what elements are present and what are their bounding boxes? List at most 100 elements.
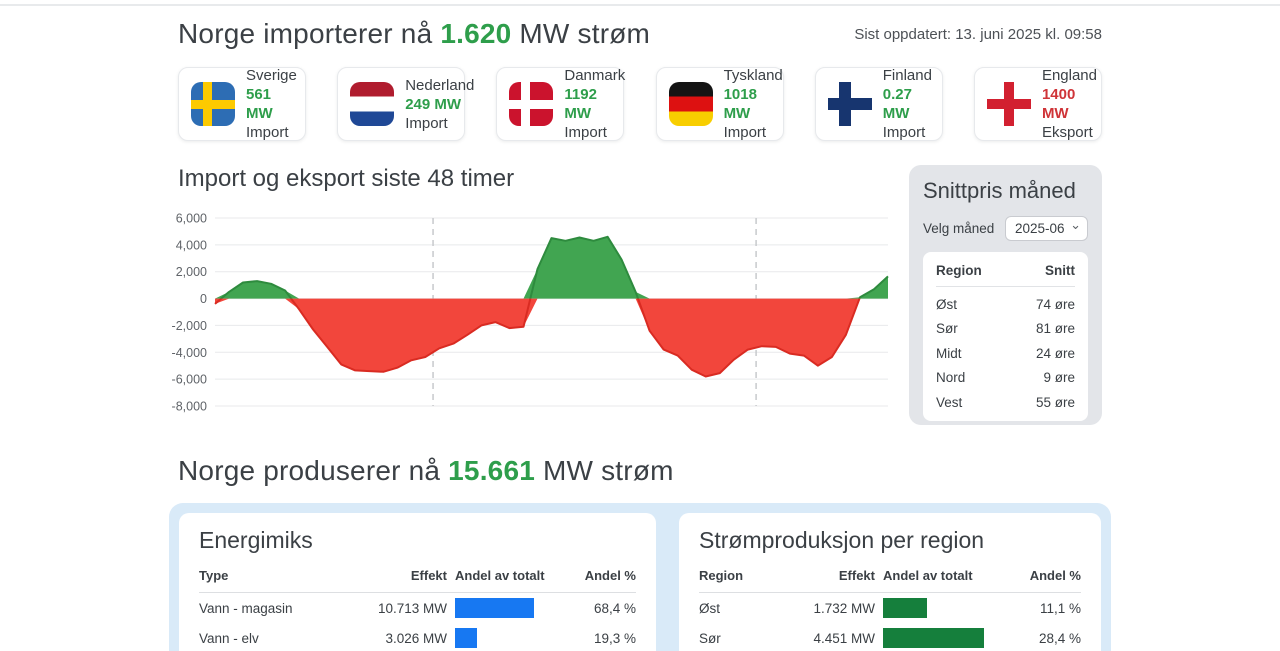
- region-name: Sør: [699, 630, 721, 646]
- country-name: Sverige: [246, 67, 297, 84]
- country-card-tyskland: Tyskland 1018 MW Import: [655, 67, 784, 141]
- flag-sweden-icon: [191, 82, 235, 126]
- bar-track: [883, 598, 1015, 618]
- flag-england-icon: [986, 82, 1031, 126]
- region-row-ost: Øst 1.732 MW 11,1 %: [699, 593, 1081, 623]
- energy-type: Vann - elv: [199, 630, 259, 646]
- bar-track: [883, 628, 1015, 648]
- flag-netherlands-icon: [350, 82, 395, 126]
- chart-title: Import og eksport siste 48 timer: [178, 165, 515, 192]
- country-name: Danmark: [564, 67, 626, 84]
- price-row-ost: Øst 74 øre: [936, 297, 1075, 312]
- area-chart-svg: 6,000 4,000 2,000 0 -2,000 -4,000 -6,000 -8,000: [172, 212, 889, 414]
- velg-maned-label: Velg måned: [923, 221, 995, 236]
- import-title-prefix: Norge importerer nå: [178, 18, 441, 49]
- import-title-value: 1.620: [440, 18, 512, 49]
- price-row-nord: Nord 9 øre: [936, 370, 1075, 385]
- country-direction: Import: [882, 124, 926, 141]
- share-bar: [455, 628, 478, 648]
- energimiks-row-vann-magasin: Vann - magasin 10.713 MW 68,4 %: [199, 593, 636, 623]
- country-direction: Import: [405, 114, 448, 132]
- price-value: 55 øre: [1035, 394, 1075, 410]
- country-direction: Eksport: [1041, 124, 1093, 141]
- region-effekt: 4.451 MW: [813, 630, 875, 646]
- energy-andel: 68,4 %: [593, 600, 636, 616]
- col-andel-av-totalt: Andel av totalt: [883, 568, 973, 583]
- country-cards-row: Sverige 561 MW Import Nederland 249 MW I…: [178, 67, 1102, 141]
- col-andel-av-totalt: Andel av totalt: [455, 568, 545, 583]
- country-name: Finland: [882, 67, 932, 84]
- country-card-danmark: Danmark 1192 MW Import: [496, 67, 626, 141]
- country-name: Nederland: [405, 76, 475, 94]
- region-andel: 28,4 %: [1038, 630, 1081, 646]
- region-production-title: Strømproduksjon per region: [699, 527, 985, 553]
- country-value: 1400 MW: [1041, 86, 1076, 122]
- col-andel-pct: Andel %: [1029, 568, 1081, 583]
- price-col-snitt: Snitt: [1045, 263, 1075, 278]
- price-region: Vest: [936, 394, 963, 410]
- last-updated-text: Sist oppdatert: 13. juni 2025 kl. 09:58: [854, 25, 1102, 43]
- price-value: 9 øre: [1043, 370, 1075, 385]
- price-value: 81 øre: [1035, 321, 1075, 336]
- price-col-region: Region: [936, 263, 982, 278]
- col-andel-pct: Andel %: [584, 568, 636, 583]
- month-select-wrapper: 2025-06: [1005, 216, 1088, 241]
- region-name: Øst: [699, 600, 721, 616]
- svg-text:4,000: 4,000: [176, 238, 207, 252]
- price-region: Nord: [936, 370, 966, 385]
- production-title-suffix: MW strøm: [535, 455, 674, 486]
- col-effekt: Effekt: [410, 568, 447, 583]
- col-type: Type: [199, 568, 229, 583]
- bar-track: [455, 598, 570, 618]
- price-value: 24 øre: [1035, 345, 1075, 361]
- col-region: Region: [699, 568, 744, 583]
- production-title-value: 15.661: [448, 455, 535, 486]
- energimiks-title: Energimiks: [199, 527, 313, 553]
- share-bar: [883, 628, 984, 648]
- country-direction: Import: [564, 124, 607, 141]
- energy-effekt: 3.026 MW: [385, 630, 447, 646]
- svg-text:-6,000: -6,000: [172, 373, 207, 387]
- col-effekt: Effekt: [838, 568, 875, 583]
- snittpris-title: Snittpris måned: [923, 178, 1076, 203]
- country-card-finland: Finland 0.27 MW Import: [814, 67, 943, 141]
- country-card-nederland: Nederland 249 MW Import: [337, 67, 474, 141]
- share-bar: [455, 598, 534, 618]
- snittpris-panel: Snittpris måned Velg måned 2025-06 Regio…: [909, 165, 1102, 425]
- price-region: Sør: [936, 321, 958, 336]
- production-title-prefix: Norge produserer nå: [178, 455, 449, 486]
- country-direction: Import: [723, 124, 767, 141]
- country-value: 0.27 MW: [882, 86, 912, 122]
- price-region: Midt: [936, 345, 962, 361]
- country-card-england: England 1400 MW Eksport: [973, 67, 1102, 141]
- production-title: Norge produserer nå 15.661 MW strøm: [178, 455, 1102, 487]
- energy-type: Vann - magasin: [199, 600, 293, 616]
- region-andel: 11,1 %: [1039, 600, 1081, 616]
- country-name: Tyskland: [723, 67, 783, 84]
- energimiks-row-vann-elv: Vann - elv 3.026 MW 19,3 %: [199, 623, 636, 651]
- country-value: 1018 MW: [723, 86, 757, 122]
- page-header: Norge importerer nå 1.620 MW strøm Sist …: [178, 18, 1102, 50]
- flag-germany-icon: [668, 82, 713, 126]
- energimiks-card: Energimiks Type Effekt Andel av totalt A…: [179, 513, 656, 651]
- region-row-sor: Sør 4.451 MW 28,4 %: [699, 623, 1081, 651]
- energy-effekt: 10.713 MW: [377, 600, 447, 616]
- region-production-card: Strømproduksjon per region Region Effekt…: [679, 513, 1101, 651]
- flag-denmark-icon: [509, 82, 554, 126]
- energy-andel: 19,3 %: [593, 630, 636, 646]
- svg-text:-8,000: -8,000: [172, 400, 207, 414]
- region-price-table: Region Snitt Øst 74 øre Sør 81 øre Midt …: [923, 252, 1088, 421]
- svg-text:6,000: 6,000: [176, 212, 207, 226]
- price-row-sor: Sør 81 øre: [936, 321, 1075, 336]
- month-select[interactable]: 2025-06: [1005, 216, 1088, 241]
- country-value: 1192 MW: [564, 86, 597, 122]
- price-region: Øst: [936, 296, 958, 312]
- region-effekt: 1.732 MW: [813, 600, 875, 616]
- country-name: England: [1041, 67, 1097, 84]
- country-direction: Import: [246, 124, 289, 141]
- page-top-divider: [0, 4, 1280, 6]
- svg-text:2,000: 2,000: [176, 265, 207, 279]
- share-bar: [883, 598, 928, 618]
- flag-finland-icon: [827, 82, 872, 126]
- import-export-area-chart: 6,000 4,000 2,000 0 -2,000 -4,000 -6,000 -8,000: [162, 205, 909, 420]
